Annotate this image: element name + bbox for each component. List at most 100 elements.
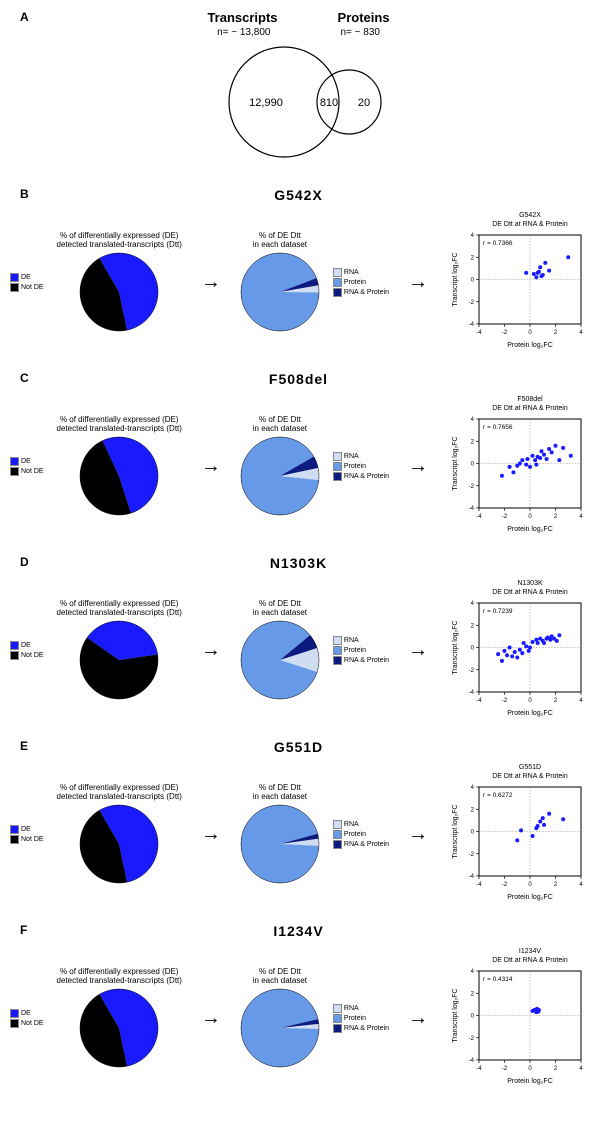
svg-text:0: 0 [528,1066,532,1072]
row-content: DENot DE% of differentially expressed (D… [10,575,587,725]
venn-sub: n= ~ 13,800 n= ~ 830 [10,27,587,38]
svg-text:2: 2 [471,807,475,813]
svg-text:2: 2 [554,882,558,888]
svg-text:-4: -4 [469,874,475,880]
legend-label: RNA [344,637,359,644]
scatter-col: G542XDE Dtt at RNA & Protein-4-4-2-20022… [447,207,587,357]
pie1-col: % of differentially expressed (DE)detect… [57,416,182,516]
legend-label: Protein [344,463,366,470]
legend-label: Protein [344,647,366,654]
scatter-plot: G551DDE Dtt at RNA & Protein-4-4-2-20022… [447,759,587,904]
rows-container: BG542XDENot DE% of differentially expres… [10,187,587,1093]
row-content: DENot DE % of differentially expressed (D… [10,943,587,1093]
svg-text:-2: -2 [469,668,475,674]
svg-text:-2: -2 [502,698,508,704]
legend-label: RNA [344,269,359,276]
pie2-title: % of DE Dttin each dataset [253,600,307,618]
svg-text:-2: -2 [469,484,475,490]
svg-text:-2: -2 [502,1066,508,1072]
pie2-legend: RNAProteinRNA & Protein [333,636,389,665]
svg-text:-2: -2 [502,882,508,888]
legend-label: RNA [344,453,359,460]
scatter-col: N1303KDE Dtt at RNA & Protein-4-4-2-2002… [447,575,587,725]
svg-text:0: 0 [471,830,475,836]
svg-text:Transcript log₂FC: Transcript log₂FC [452,436,459,490]
svg-text:-4: -4 [469,506,475,512]
svg-text:4: 4 [471,601,475,607]
pie2-legend: RNAProteinRNA & Protein [333,1004,389,1033]
svg-text:20: 20 [357,97,369,109]
panel-f: FI1234VDENot DE% of differentially expre… [10,923,587,1093]
svg-text:2: 2 [471,623,475,629]
row-title: N1303K [10,555,587,571]
svg-text:2: 2 [554,514,558,520]
svg-text:DE Dtt at RNA & Protein: DE Dtt at RNA & Protein [492,221,568,228]
legend-label: Not DE [21,652,44,659]
pie1-col: % of differentially expressed (DE)detect… [57,968,182,1068]
svg-text:-2: -2 [502,330,508,336]
pie2-title: % of DE Dttin each dataset [253,416,307,434]
venn-left-n: n= ~ 13,800 [217,27,270,38]
svg-text:0: 0 [528,514,532,520]
legend-label: DE [21,274,31,281]
svg-text:Transcript log₂FC: Transcript log₂FC [452,988,459,1042]
svg-text:N1303K: N1303K [517,580,543,587]
svg-text:-4: -4 [476,882,482,888]
legend-label: Not DE [21,468,44,475]
svg-text:12,990: 12,990 [249,97,283,109]
pie1-legend: DENot DE [10,1009,44,1028]
arrow-icon: → [195,639,227,662]
svg-text:4: 4 [579,698,583,704]
svg-text:0: 0 [528,330,532,336]
svg-text:Protein log₂FC: Protein log₂FC [507,710,553,717]
arrow-icon: → [195,271,227,294]
svg-text:810: 810 [319,97,337,109]
svg-text:4: 4 [579,330,583,336]
svg-text:0: 0 [471,646,475,652]
svg-text:4: 4 [471,233,475,239]
pie1-col: % of differentially expressed (DE)detect… [57,232,182,332]
pie1-title: % of differentially expressed (DE)detect… [57,600,182,618]
pie1-title: % of differentially expressed (DE)detect… [57,784,182,802]
svg-text:2: 2 [554,330,558,336]
svg-text:4: 4 [471,785,475,791]
svg-text:0: 0 [471,278,475,284]
legend-label: Protein [344,831,366,838]
scatter-plot: N1303KDE Dtt at RNA & Protein-4-4-2-2002… [447,575,587,720]
pie1-legend: DENot DE [10,825,44,844]
row-title: F508del [10,371,587,387]
svg-text:4: 4 [579,1066,583,1072]
pie2-col: % of DE Dttin each dataset [240,416,320,516]
legend-label: Not DE [21,284,44,291]
scatter-col: I1234VDE Dtt at RNA & Protein-4-4-2-2002… [447,943,587,1093]
svg-text:4: 4 [471,969,475,975]
legend-label: Protein [344,279,366,286]
svg-text:DE Dtt at RNA & Protein: DE Dtt at RNA & Protein [492,589,568,596]
svg-text:Transcript log₂FC: Transcript log₂FC [452,252,459,306]
arrow-icon: → [195,455,227,478]
venn-right-n: n= ~ 830 [340,27,379,38]
panel-label: B [20,187,29,201]
legend-label: Protein [344,1015,366,1022]
svg-text:Protein log₂FC: Protein log₂FC [507,526,553,533]
svg-text:4: 4 [579,514,583,520]
svg-text:Transcript log₂FC: Transcript log₂FC [452,804,459,858]
legend-label: RNA & Protein [344,1025,389,1032]
pie1 [79,620,159,700]
svg-text:2: 2 [471,439,475,445]
panel-label: C [20,371,29,385]
svg-text:-4: -4 [476,330,482,336]
legend-label: RNA & Protein [344,841,389,848]
pie1-legend: DENot DE [10,457,44,476]
scatter-plot: F508delDE Dtt at RNA & Protein-4-4-2-200… [447,391,587,536]
svg-text:-4: -4 [476,514,482,520]
svg-text:r = 0.7656: r = 0.7656 [483,424,513,431]
panel-b: BG542XDENot DE% of differentially expres… [10,187,587,357]
pie2-col: % of DE Dttin each dataset [240,600,320,700]
svg-text:-2: -2 [469,1036,475,1042]
panel-label: D [20,555,29,569]
svg-text:r = 0.6272: r = 0.6272 [483,792,513,799]
arrow-icon: → [402,1007,434,1030]
pie1 [79,252,159,332]
legend-label: Not DE [21,836,44,843]
